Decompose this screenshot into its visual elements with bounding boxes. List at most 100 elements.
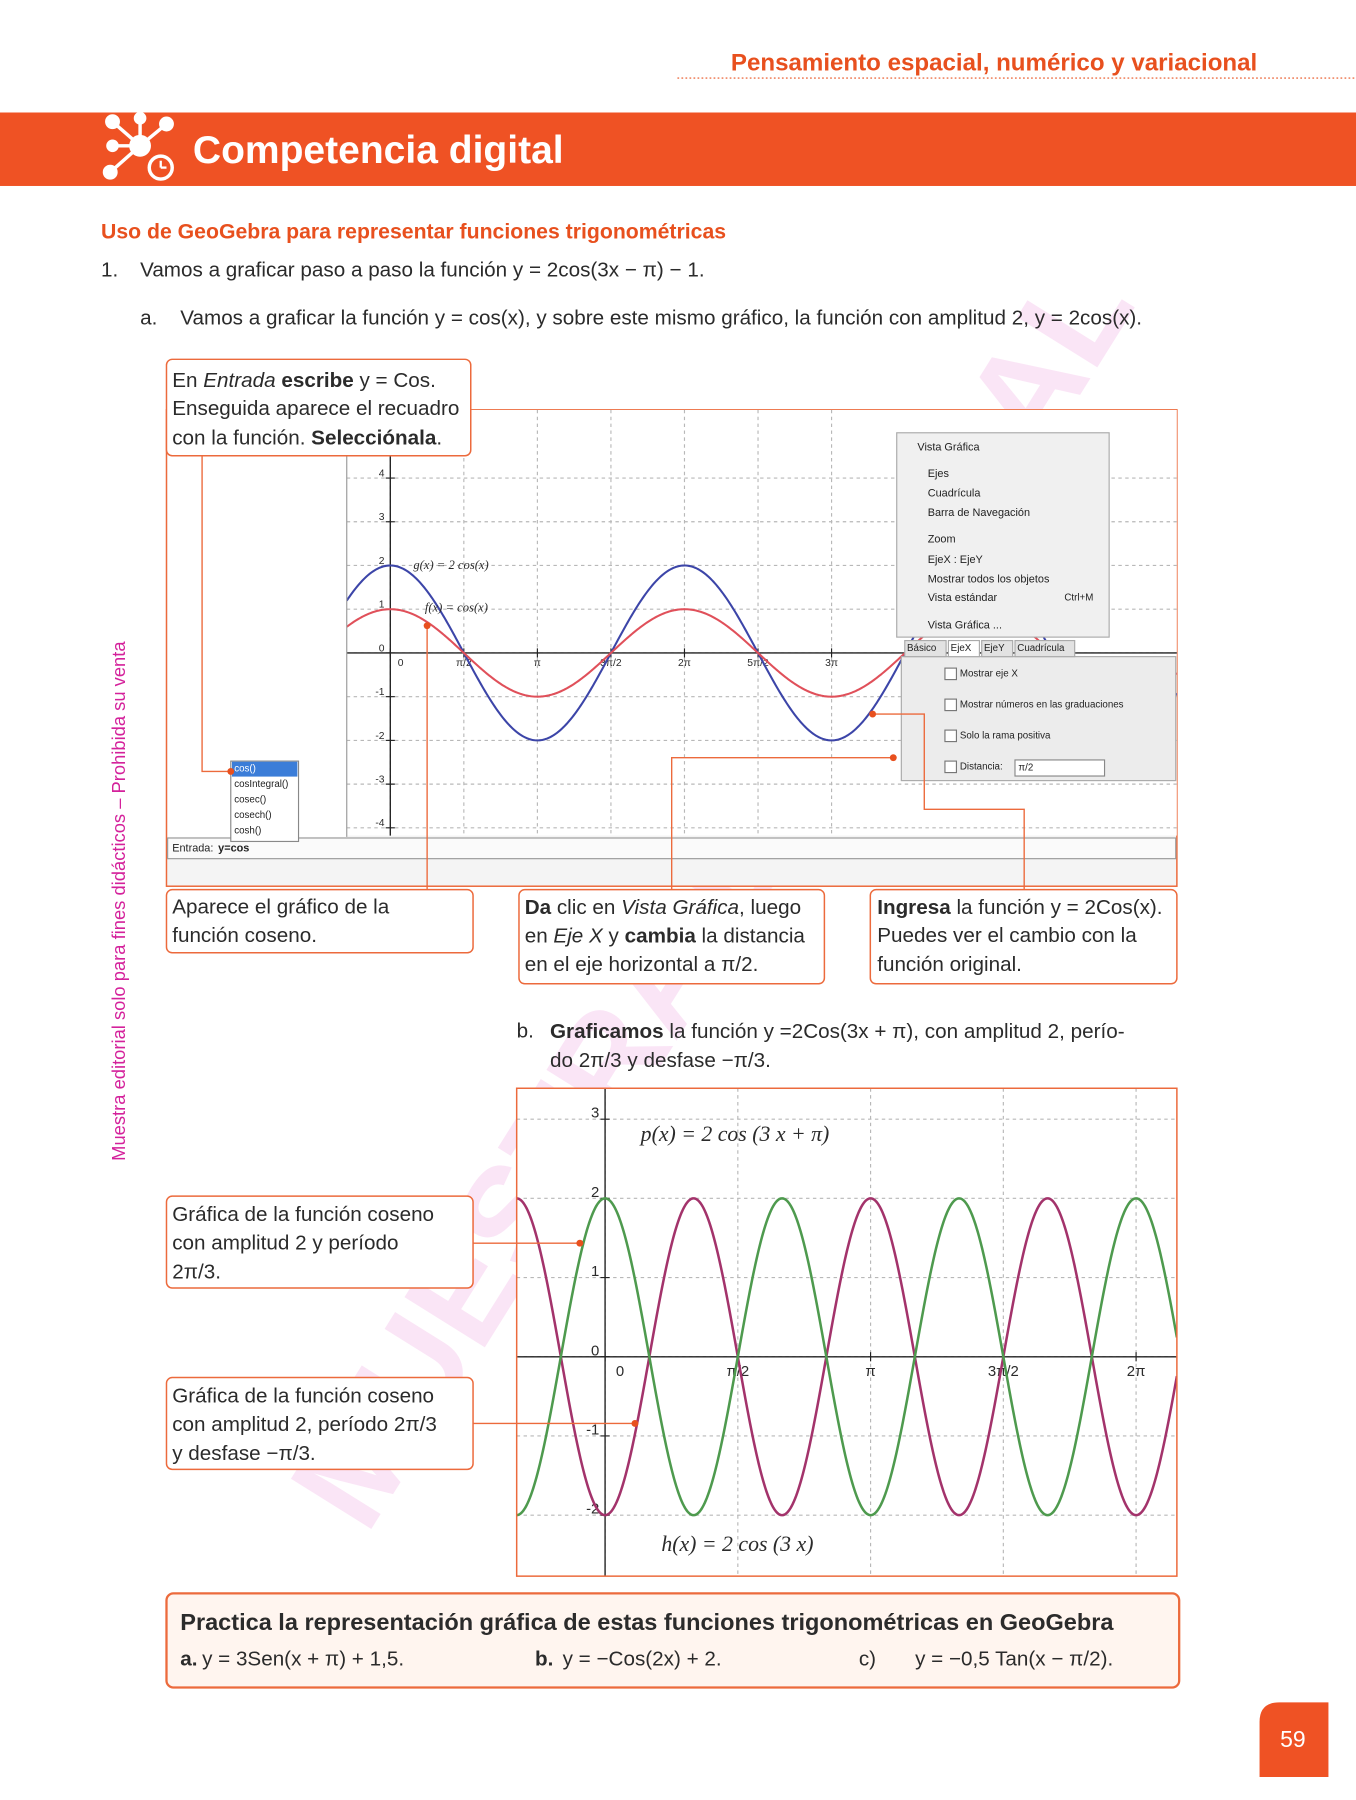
step-text: do 2π/3 y desfase −π/3. <box>550 1049 771 1072</box>
context-menu <box>896 432 1110 638</box>
callout-line: y desfase −π/3. <box>172 1442 315 1465</box>
practice-label: c) <box>859 1647 876 1670</box>
menu-item: Ejes <box>928 468 950 480</box>
checkbox <box>944 729 958 743</box>
menu-item: Vista estándar <box>928 592 998 604</box>
y-tick-label: 2 <box>591 1184 599 1201</box>
checkbox <box>944 760 958 774</box>
distance-dropdown <box>1014 759 1106 777</box>
banner-title: Competencia digital <box>193 129 564 172</box>
callout-line: en el eje horizontal a π/2. <box>525 953 759 976</box>
settings-option: Distancia: <box>960 761 1003 772</box>
callout-line: Aparece el gráfico de la <box>172 895 390 918</box>
step-label: b. <box>517 1019 534 1042</box>
input-value: y=cos <box>218 842 249 854</box>
x-tick-label: 3π/2 <box>600 658 622 669</box>
callout-line: función coseno. <box>172 924 317 947</box>
page-number: 59 <box>1280 1726 1306 1752</box>
settings-tab-label: Básico <box>907 643 937 654</box>
practice-box <box>165 1592 1181 1689</box>
x-tick-label: 3π/2 <box>988 1363 1019 1380</box>
callout-box <box>165 888 474 954</box>
callout-line: en Eje X y cambia la distancia <box>525 924 806 947</box>
menu-title: Vista Gráfica <box>917 442 980 454</box>
suggestion: cosIntegral() <box>234 779 288 790</box>
x-tick-label: π/2 <box>456 658 472 669</box>
callout-line: Da clic en Vista Gráfica, luego <box>525 895 801 918</box>
step-label: a. <box>140 306 157 329</box>
function-curve <box>516 1197 1177 1517</box>
y-tick-label: -1 <box>375 687 384 698</box>
callout-box <box>165 358 472 457</box>
y-tick-label: 0 <box>379 643 385 654</box>
suggestion: cosec() <box>234 795 266 806</box>
x-tick-label: π/2 <box>726 1363 749 1380</box>
callout-line: Ingresa la función y = 2Cos(x). <box>877 895 1162 918</box>
y-tick-label: 1 <box>379 600 385 611</box>
settings-tab <box>1014 639 1076 658</box>
y-tick-label: 3 <box>379 512 385 523</box>
y-tick-label: 2 <box>379 556 385 567</box>
callout-box <box>869 888 1178 985</box>
practice-label: a. <box>180 1647 197 1670</box>
practice-title: Practica la representación gráfica de es… <box>180 1609 1114 1635</box>
side-note: Muestra editorial solo para fines didáct… <box>108 641 129 1161</box>
callout-line: con la función. Selecciónala. <box>172 426 442 449</box>
step-text: Graficamos la función y =2Cos(3x + π), c… <box>550 1019 1125 1042</box>
menu-item: Barra de Navegación <box>928 507 1030 519</box>
x-tick-label: 2π <box>1127 1363 1146 1380</box>
x-tick-label: 5π/2 <box>747 658 769 669</box>
x-tick-label: π <box>534 658 541 669</box>
leaders <box>201 455 1025 1427</box>
menu-item: EjeX : EjeY <box>928 554 984 566</box>
y-tick-label: 3 <box>591 1105 599 1122</box>
chart-frame <box>515 1087 1178 1577</box>
callout-line: función original. <box>877 953 1022 976</box>
settings-tab <box>904 639 947 658</box>
geogebra-ui: Entrada: y=cos cos() cosIntegral() cosec() co… <box>167 432 1177 860</box>
x-tick-label: 3π <box>825 658 838 669</box>
checkbox <box>944 667 958 681</box>
menu-item: Cuadrícula <box>928 488 982 500</box>
y-tick-label: -3 <box>375 774 384 785</box>
suggestion: cosh() <box>234 826 261 837</box>
callout-box <box>165 1376 474 1471</box>
banner <box>0 112 1356 186</box>
series-label: f(x) = cos(x) <box>425 600 488 614</box>
callout-box <box>518 888 826 985</box>
checkbox <box>944 698 958 712</box>
step-number: 1. <box>101 258 118 281</box>
settings-option: Solo la rama positiva <box>960 730 1051 741</box>
practice-item: y = −Cos(2x) + 2. <box>563 1647 722 1670</box>
menu-shortcut: Ctrl+M <box>1064 593 1093 604</box>
x-tick-label: 0 <box>398 658 404 669</box>
callout-line: En Entrada escribe y = Cos. <box>172 368 436 391</box>
suggestion: cos() <box>234 764 256 775</box>
page-tab <box>1259 1702 1329 1778</box>
callout-line: 2π/3. <box>172 1260 221 1283</box>
practice-item: y = 3Sen(x + π) + 1,5. <box>202 1647 404 1670</box>
series-label: p(x) = 2 cos (3 x + π) <box>639 1122 830 1146</box>
y-tick-label: -2 <box>375 731 384 742</box>
menu-item: Vista Gráfica ... <box>928 620 1002 632</box>
subtitle: Uso de GeoGebra para representar funcion… <box>101 220 726 243</box>
practice-item: y = −0,5 Tan(x − π/2). <box>915 1647 1113 1670</box>
settings-option: Mostrar números en las graduaciones <box>960 699 1124 710</box>
step-text: Vamos a graficar la función y = cos(x), … <box>180 306 1142 329</box>
distance-value: π/2 <box>1018 762 1033 773</box>
x-tick-label: 0 <box>616 1363 624 1380</box>
callout-line: Gráfica de la función coseno <box>172 1203 434 1226</box>
y-tick-label: 0 <box>591 1342 599 1359</box>
section-title: Pensamiento espacial, numérico y variaci… <box>731 50 1257 77</box>
series-label: h(x) = 2 cos (3 x) <box>661 1532 813 1556</box>
input-label: Entrada: <box>172 842 213 854</box>
settings-tab <box>947 639 980 658</box>
x-tick-label: π <box>865 1363 875 1380</box>
practice-label: b. <box>535 1647 553 1670</box>
callout-box <box>165 1195 474 1289</box>
suggestion: cosech() <box>234 810 271 821</box>
plot-background <box>516 1088 1177 1577</box>
